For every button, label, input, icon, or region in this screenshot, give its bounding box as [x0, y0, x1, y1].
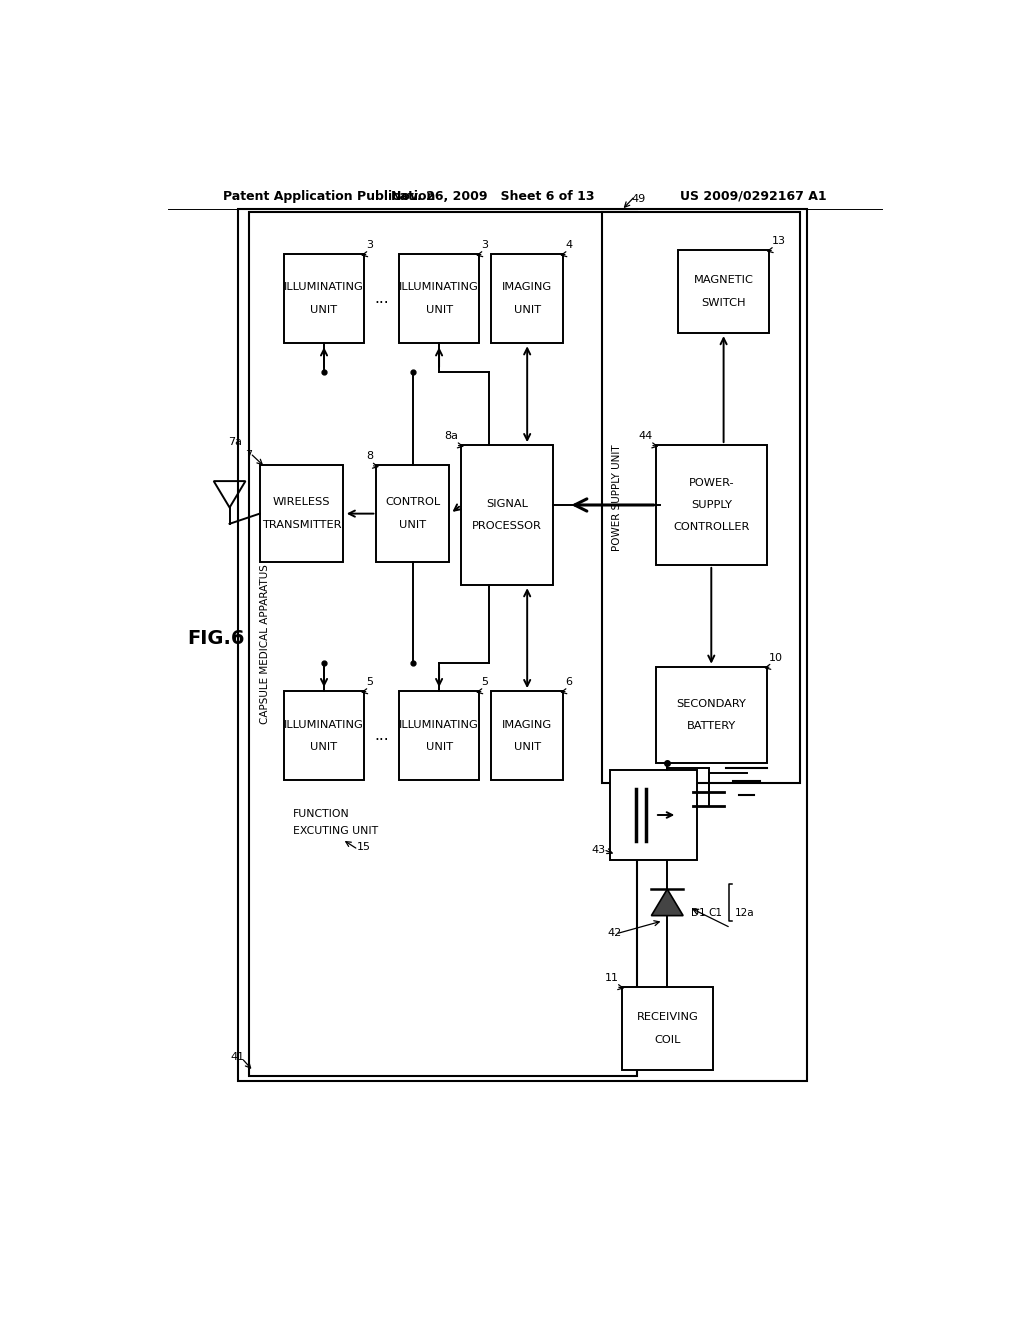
Bar: [678, 249, 769, 333]
Bar: [622, 987, 713, 1071]
Text: 11: 11: [604, 973, 618, 982]
Text: UNIT: UNIT: [426, 305, 453, 315]
Text: ILLUMINATING: ILLUMINATING: [284, 282, 364, 293]
Text: BATTERY: BATTERY: [687, 721, 736, 731]
Text: WIRELESS: WIRELESS: [272, 498, 330, 507]
Text: SECONDARY: SECONDARY: [677, 698, 746, 709]
Text: 44: 44: [638, 430, 652, 441]
Text: FUNCTION: FUNCTION: [293, 809, 350, 818]
Text: 3: 3: [367, 240, 373, 249]
Text: 7: 7: [245, 450, 252, 461]
Text: EXCUTING UNIT: EXCUTING UNIT: [293, 826, 378, 837]
Bar: [399, 253, 479, 343]
Text: 13: 13: [772, 236, 785, 246]
Text: Patent Application Publication: Patent Application Publication: [223, 190, 435, 202]
Polygon shape: [651, 890, 683, 916]
Text: ILLUMINATING: ILLUMINATING: [399, 282, 479, 293]
Text: 4: 4: [565, 240, 572, 249]
Text: 41: 41: [230, 1052, 245, 1063]
Text: UNIT: UNIT: [426, 742, 453, 752]
Text: UNIT: UNIT: [310, 305, 338, 315]
Text: CONTROLLER: CONTROLLER: [673, 523, 750, 532]
Bar: [250, 213, 637, 1076]
Text: UNIT: UNIT: [514, 742, 541, 752]
Text: PROCESSOR: PROCESSOR: [472, 521, 542, 532]
Text: ILLUMINATING: ILLUMINATING: [399, 719, 479, 730]
Text: CAPSULE MEDICAL APPARATUS: CAPSULE MEDICAL APPARATUS: [260, 565, 269, 725]
Text: SUPPLY: SUPPLY: [691, 500, 732, 510]
Text: Nov. 26, 2009   Sheet 6 of 13: Nov. 26, 2009 Sheet 6 of 13: [391, 190, 595, 202]
Text: UNIT: UNIT: [514, 305, 541, 315]
Bar: [285, 253, 364, 343]
Text: COIL: COIL: [654, 1035, 680, 1044]
Text: ILLUMINATING: ILLUMINATING: [284, 719, 364, 730]
Bar: [609, 771, 697, 859]
Bar: [461, 445, 553, 585]
Bar: [399, 690, 479, 780]
Text: 8: 8: [367, 451, 373, 461]
Text: D1: D1: [691, 908, 706, 917]
Text: ...: ...: [374, 729, 389, 743]
Text: 10: 10: [769, 652, 783, 663]
Text: 8a: 8a: [444, 430, 458, 441]
Bar: [655, 445, 767, 565]
Bar: [377, 466, 450, 562]
Text: TRANSMITTER: TRANSMITTER: [262, 520, 341, 529]
Text: CONTROL: CONTROL: [385, 498, 440, 507]
Text: FIG.6: FIG.6: [187, 628, 245, 648]
Text: 15: 15: [356, 842, 371, 851]
Bar: [602, 213, 800, 784]
Text: 5: 5: [367, 677, 373, 686]
Text: SIGNAL: SIGNAL: [486, 499, 528, 510]
Text: 43: 43: [592, 845, 606, 854]
Bar: [238, 210, 807, 1081]
Bar: [492, 690, 563, 780]
Text: MAGNETIC: MAGNETIC: [693, 276, 754, 285]
Text: 3: 3: [481, 240, 488, 249]
Text: IMAGING: IMAGING: [502, 282, 552, 293]
Bar: [285, 690, 364, 780]
Text: UNIT: UNIT: [310, 742, 338, 752]
Text: IMAGING: IMAGING: [502, 719, 552, 730]
Text: POWER SUPPLY UNIT: POWER SUPPLY UNIT: [612, 445, 623, 552]
Text: 49: 49: [632, 194, 646, 205]
Text: POWER-: POWER-: [688, 478, 734, 487]
Text: US 2009/0292167 A1: US 2009/0292167 A1: [680, 190, 826, 202]
Text: UNIT: UNIT: [399, 520, 426, 529]
Bar: [260, 466, 343, 562]
Bar: [492, 253, 563, 343]
Text: RECEIVING: RECEIVING: [636, 1012, 698, 1022]
Text: 42: 42: [607, 928, 622, 939]
Text: 7a: 7a: [228, 437, 242, 447]
Bar: [655, 667, 767, 763]
Text: 12a: 12a: [734, 908, 755, 917]
Text: SWITCH: SWITCH: [701, 298, 745, 308]
Text: C1: C1: [709, 908, 723, 917]
Text: 5: 5: [481, 677, 488, 686]
Text: ...: ...: [374, 292, 389, 306]
Text: 6: 6: [565, 677, 572, 686]
